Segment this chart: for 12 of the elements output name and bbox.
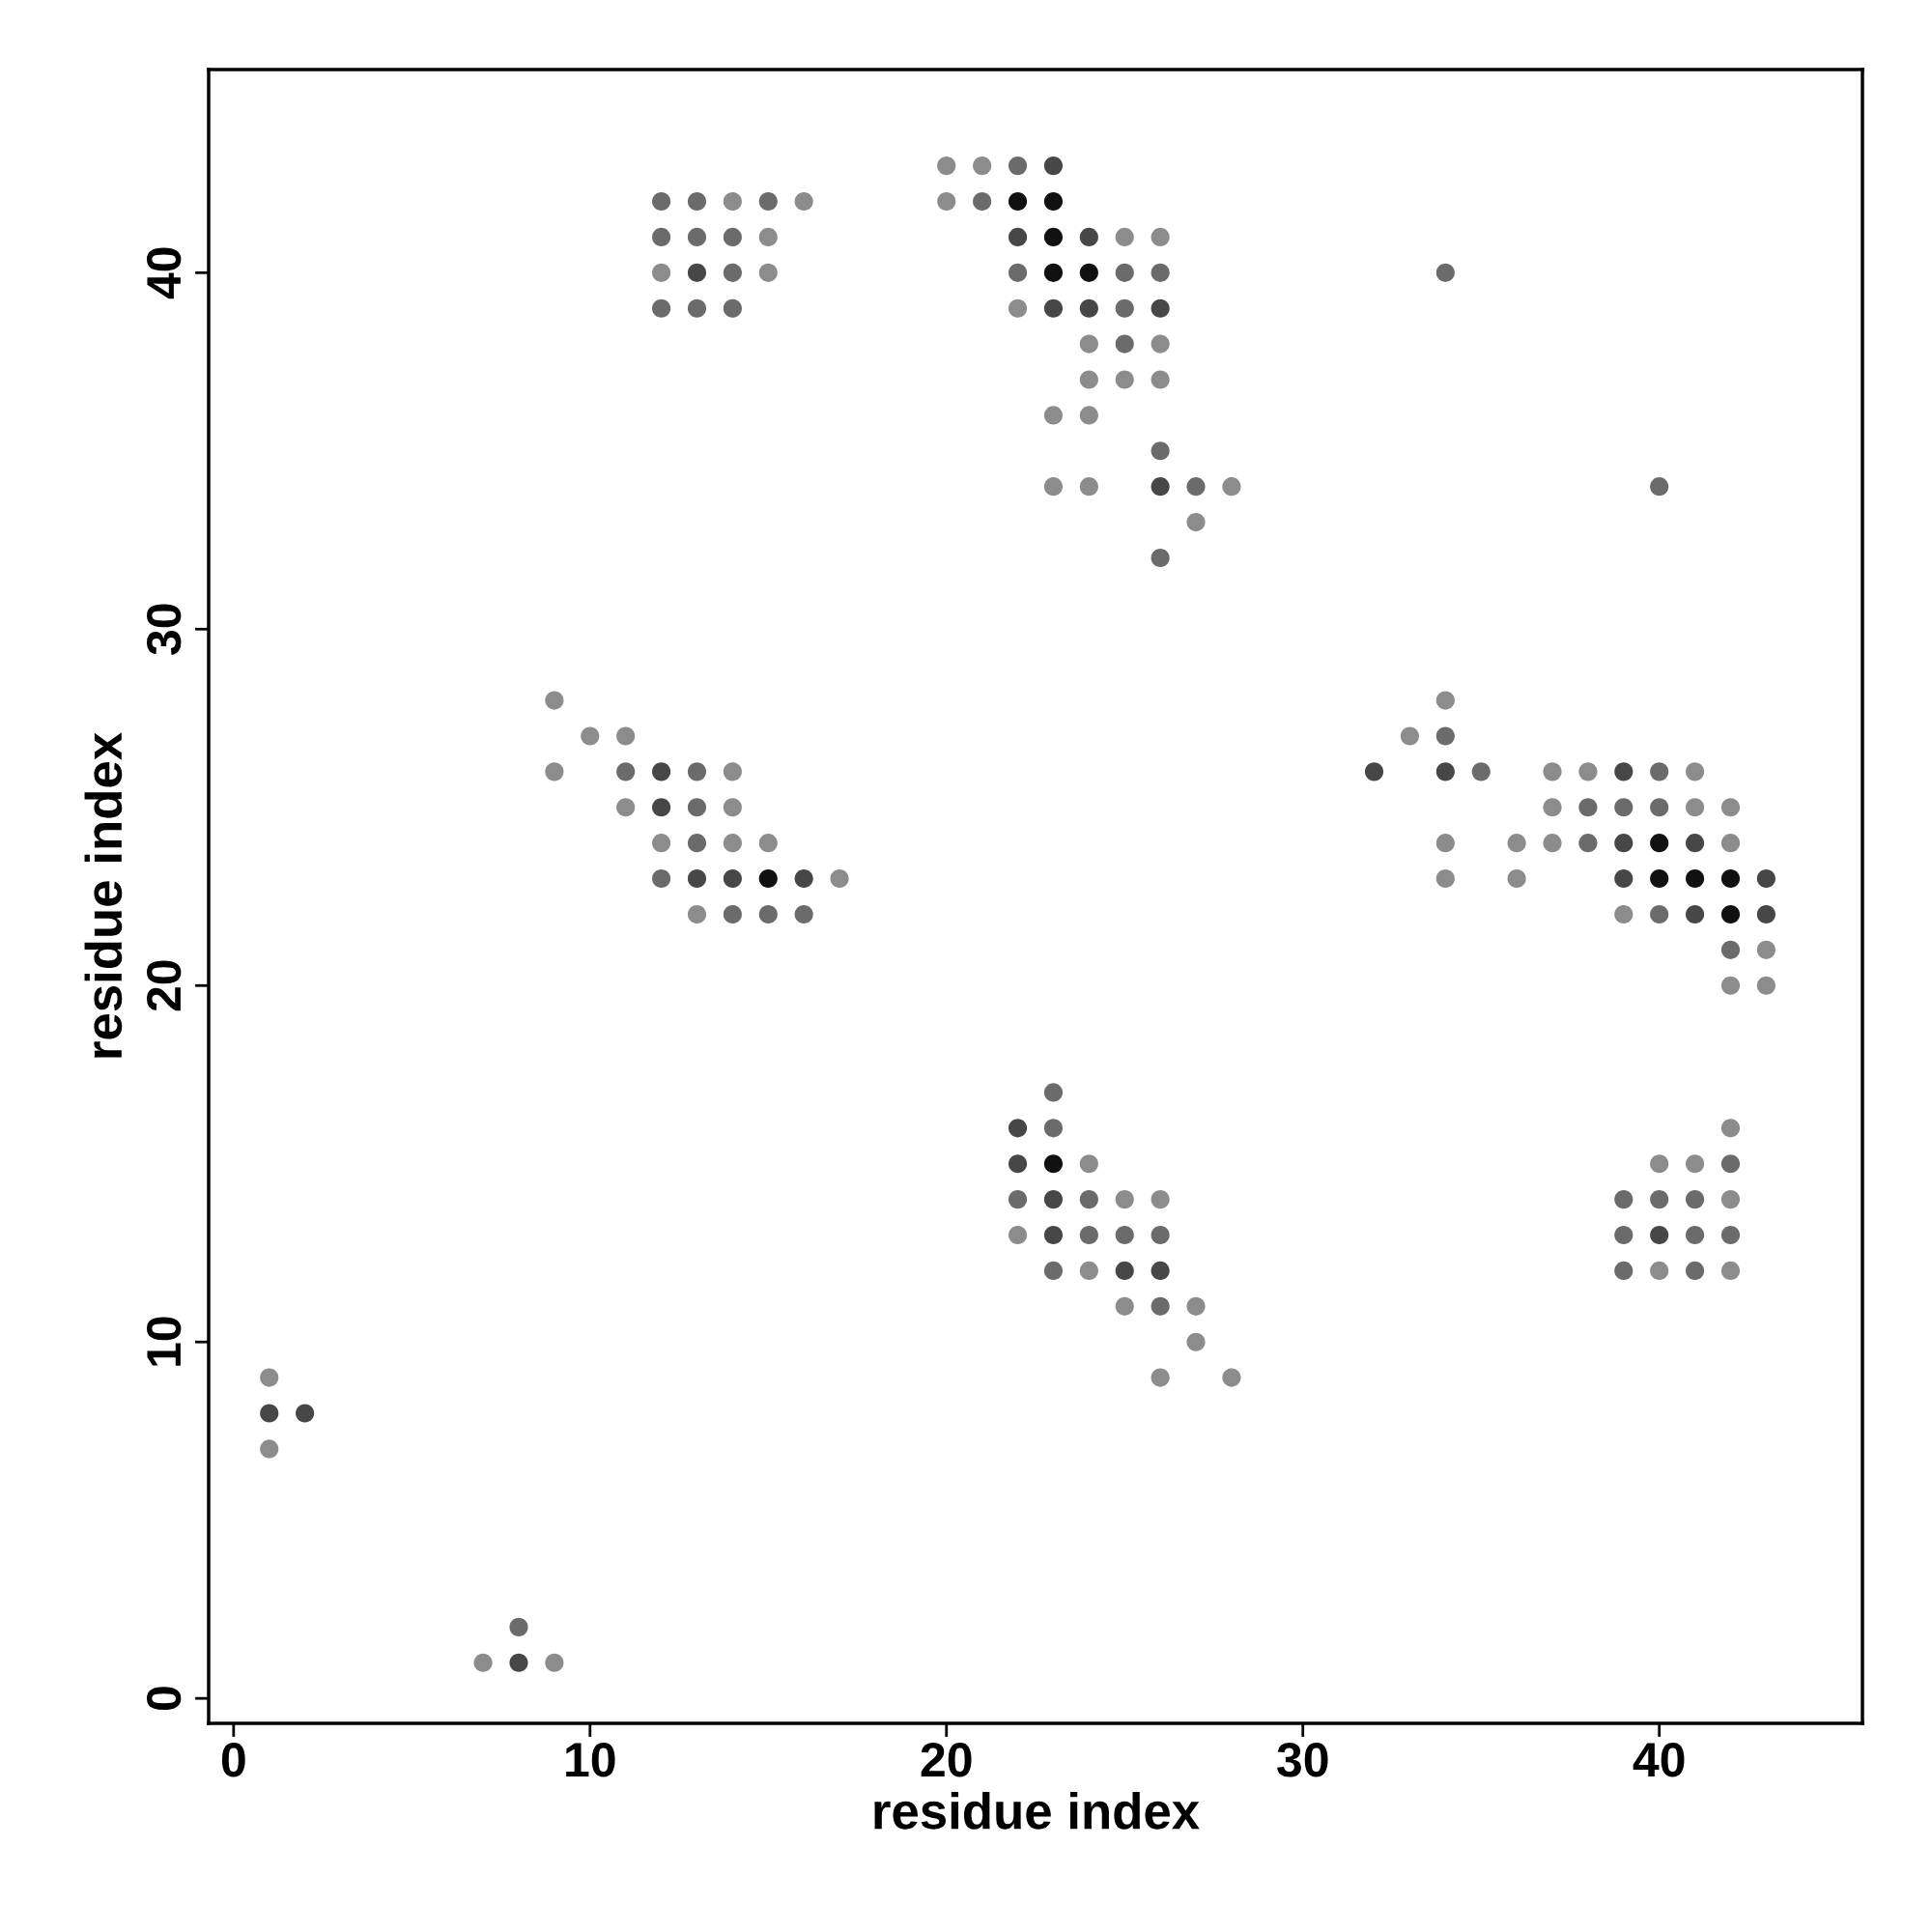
x-tick-label: 40	[1633, 1743, 1685, 1777]
y-tick-label: 40	[146, 247, 182, 299]
y-axis-title: residue index	[84, 732, 123, 1058]
y-tick-label: 20	[146, 960, 182, 1011]
x-axis-title: residue index	[874, 1791, 1200, 1830]
y-tick-label: 0	[146, 1687, 182, 1711]
y-tick-label: 30	[146, 604, 182, 655]
x-tick-label: 10	[566, 1743, 615, 1777]
x-tick-label: 30	[1277, 1743, 1328, 1777]
y-tick-label: 10	[146, 1317, 182, 1366]
x-tick-label: 20	[921, 1743, 972, 1777]
x-tick-label: 0	[221, 1743, 245, 1777]
